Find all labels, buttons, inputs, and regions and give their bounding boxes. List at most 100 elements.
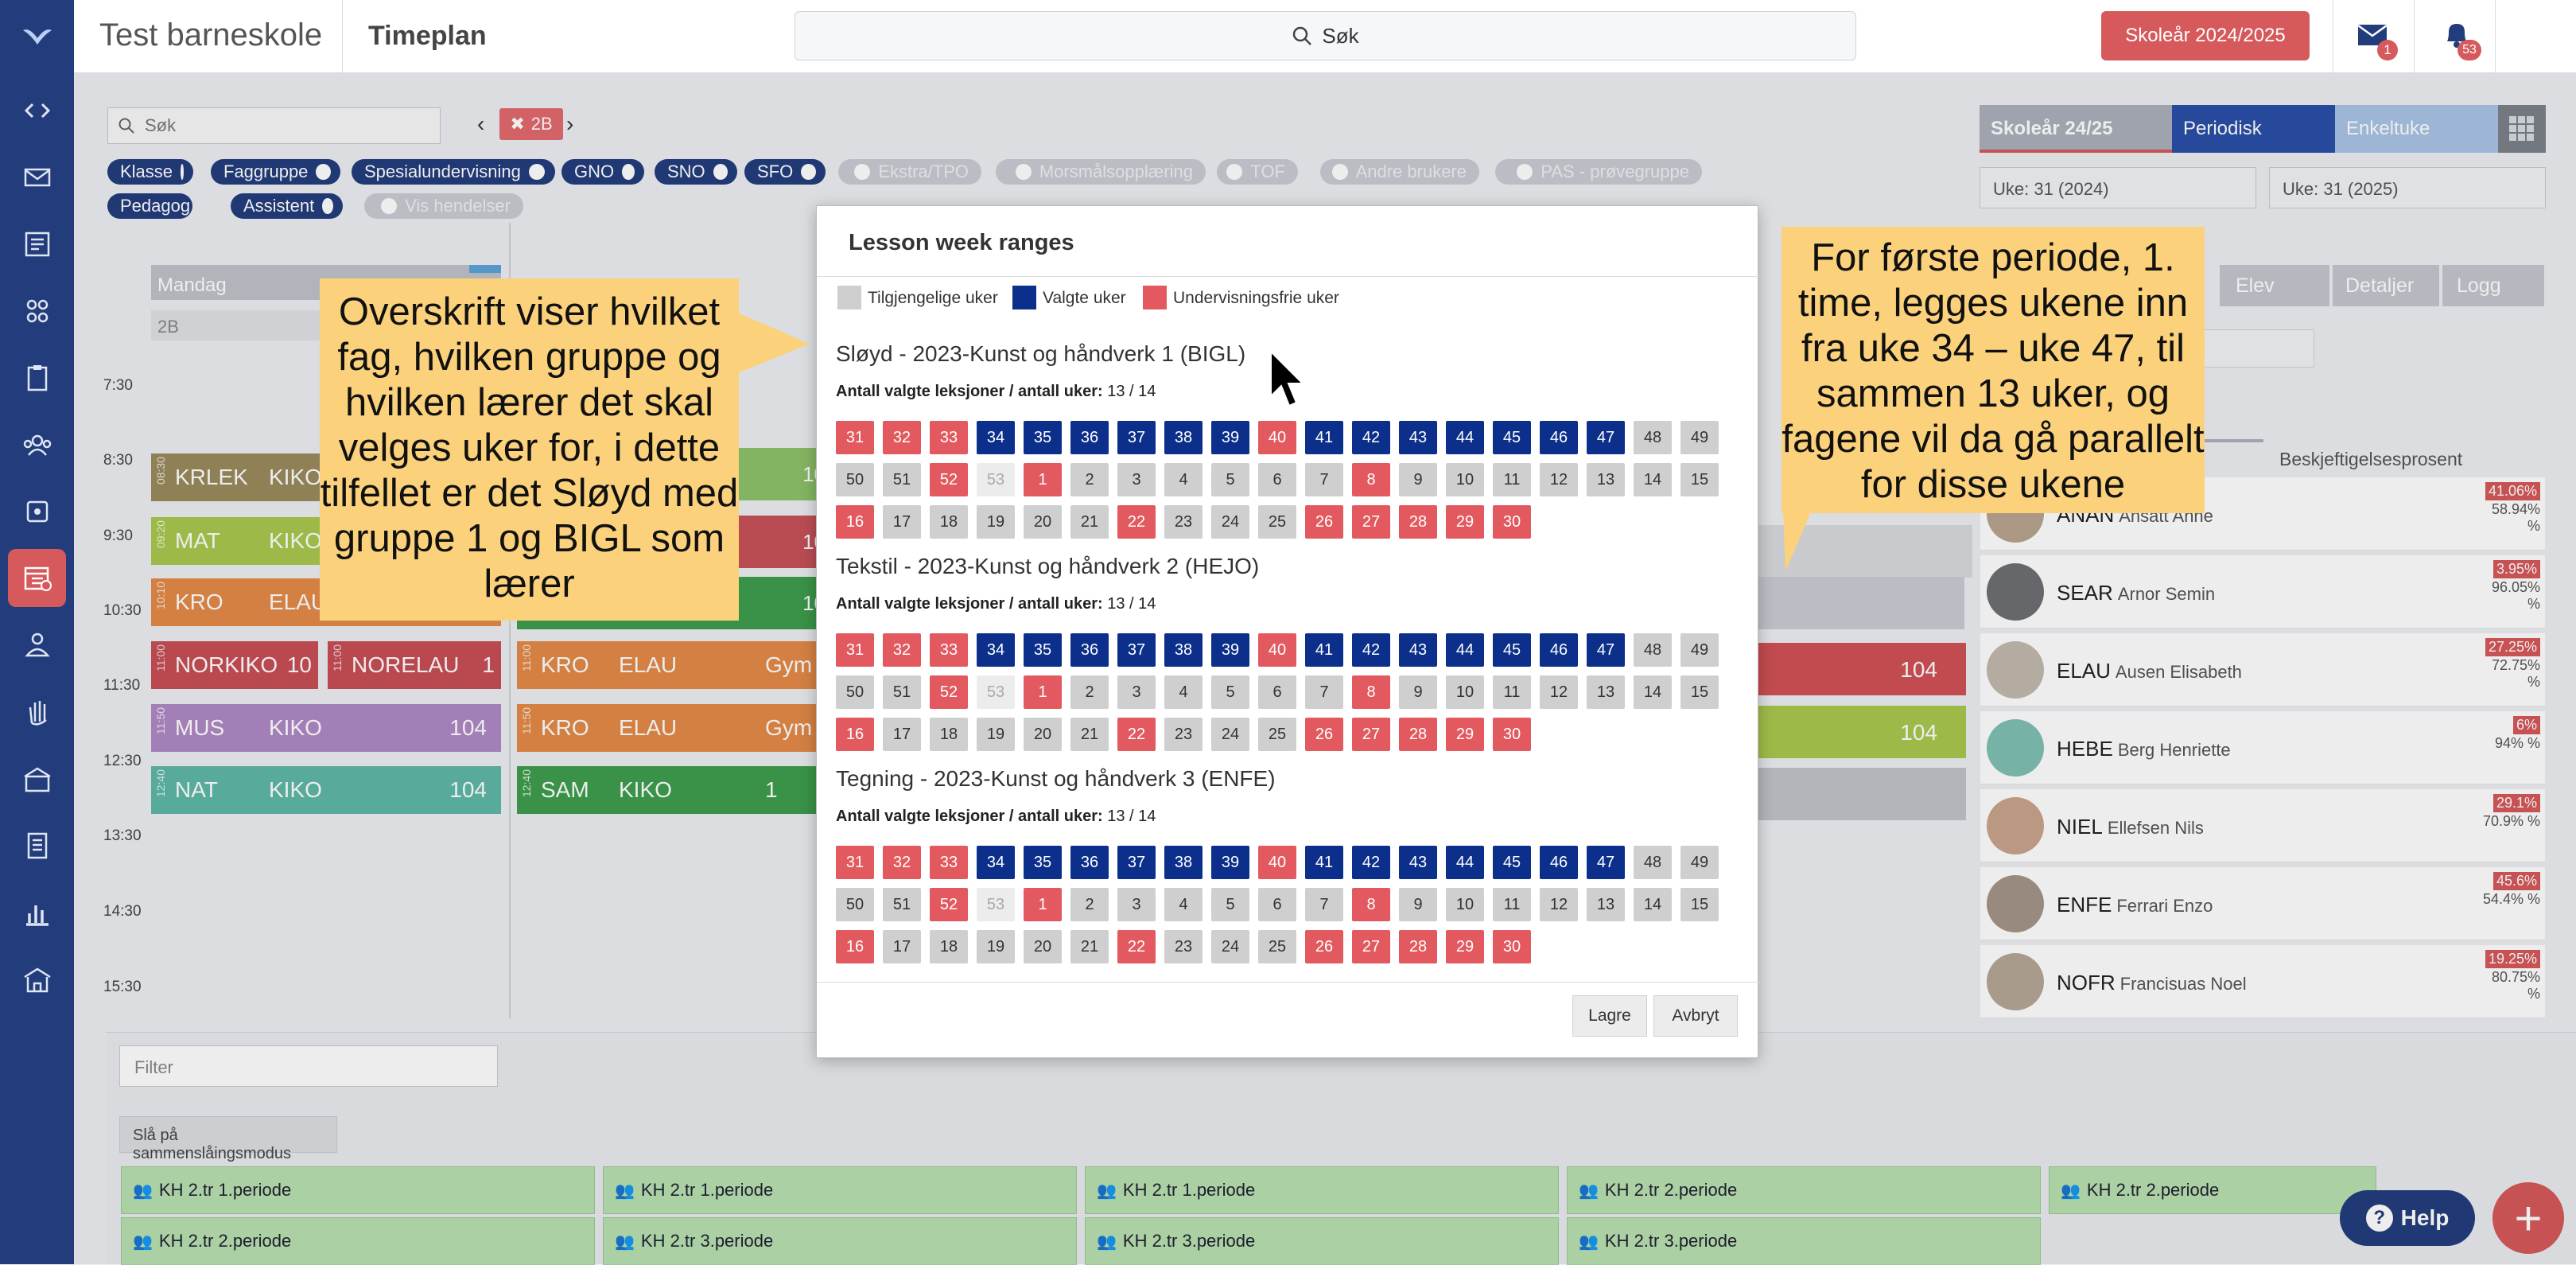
- week-47[interactable]: 47: [1587, 633, 1625, 667]
- stats-icon[interactable]: [21, 896, 54, 929]
- week-3[interactable]: 3: [1117, 675, 1156, 709]
- week-45[interactable]: 45: [1493, 633, 1531, 667]
- teacher-row[interactable]: HEBE Berg Henriette 6% 94% %: [1980, 711, 2545, 784]
- week-46[interactable]: 46: [1540, 633, 1578, 667]
- week-1[interactable]: 1: [1024, 463, 1062, 496]
- course-cell[interactable]: 👥 KH 2.tr 2.periode: [2049, 1166, 2376, 1214]
- week-8[interactable]: 8: [1352, 888, 1390, 921]
- filter-chip-klasse[interactable]: Klasse: [107, 159, 193, 185]
- week-35[interactable]: 35: [1024, 633, 1062, 667]
- week-15[interactable]: 15: [1680, 463, 1719, 496]
- building-icon[interactable]: [21, 762, 54, 796]
- filter-search-input[interactable]: Søk: [107, 107, 441, 144]
- week-18[interactable]: 18: [930, 505, 968, 539]
- filter-chip-sno[interactable]: SNO: [655, 159, 737, 185]
- global-search[interactable]: Søk: [795, 11, 1856, 60]
- week-31[interactable]: 31: [836, 633, 874, 667]
- week-14[interactable]: 14: [1634, 888, 1672, 921]
- week-12[interactable]: 12: [1540, 463, 1578, 496]
- week-23[interactable]: 23: [1164, 930, 1203, 963]
- news-icon[interactable]: [21, 228, 54, 261]
- week-3[interactable]: 3: [1117, 888, 1156, 921]
- week-to-input[interactable]: Uke: 31 (2025): [2269, 167, 2546, 208]
- week-43[interactable]: 43: [1399, 633, 1437, 667]
- week-51[interactable]: 51: [883, 463, 921, 496]
- week-12[interactable]: 12: [1540, 675, 1578, 709]
- teacher-row[interactable]: NOFR Francisuas Noel 19.25% 80.75% %: [1980, 945, 2545, 1018]
- week-37[interactable]: 37: [1117, 846, 1156, 879]
- week-2[interactable]: 2: [1070, 888, 1109, 921]
- week-39[interactable]: 39: [1211, 633, 1249, 667]
- week-47[interactable]: 47: [1587, 421, 1625, 454]
- week-16[interactable]: 16: [836, 505, 874, 539]
- filter-chip-pas-prøvegruppe[interactable]: PAS - prøvegruppe: [1495, 159, 1702, 185]
- course-cell[interactable]: 👥 KH 2.tr 2.periode: [1567, 1166, 2041, 1214]
- chevron-left-icon[interactable]: ‹: [477, 111, 485, 136]
- week-27[interactable]: 27: [1352, 505, 1390, 539]
- week-5[interactable]: 5: [1211, 888, 1249, 921]
- week-18[interactable]: 18: [930, 718, 968, 751]
- logo-icon[interactable]: [21, 19, 54, 53]
- clipboard-icon[interactable]: [21, 361, 54, 395]
- week-5[interactable]: 5: [1211, 463, 1249, 496]
- week-24[interactable]: 24: [1211, 718, 1249, 751]
- document-icon[interactable]: [21, 829, 54, 862]
- add-icon[interactable]: +: [2492, 1182, 2564, 1254]
- week-23[interactable]: 23: [1164, 505, 1203, 539]
- filter-chip-faggruppe[interactable]: Faggruppe: [211, 159, 340, 185]
- week-4[interactable]: 4: [1164, 463, 1203, 496]
- week-45[interactable]: 45: [1493, 421, 1531, 454]
- week-37[interactable]: 37: [1117, 421, 1156, 454]
- week-35[interactable]: 35: [1024, 421, 1062, 454]
- course-cell[interactable]: 👥 KH 2.tr 3.periode: [1567, 1217, 2041, 1265]
- week-21[interactable]: 21: [1070, 505, 1109, 539]
- week-41[interactable]: 41: [1305, 421, 1343, 454]
- week-6[interactable]: 6: [1258, 888, 1296, 921]
- teacher-row[interactable]: NIEL Ellefsen Nils 29.1% 70.9% %: [1980, 789, 2545, 862]
- tab-single-week[interactable]: Enkeltuke: [2335, 105, 2498, 153]
- week-17[interactable]: 17: [883, 505, 921, 539]
- week-43[interactable]: 43: [1399, 421, 1437, 454]
- week-46[interactable]: 46: [1540, 421, 1578, 454]
- course-cell[interactable]: 👥 KH 2.tr 3.periode: [1085, 1217, 1559, 1265]
- week-11[interactable]: 11: [1493, 675, 1531, 709]
- week-53[interactable]: 53: [977, 463, 1015, 496]
- filter-chip-ekstra-tpo[interactable]: Ekstra/TPO: [838, 159, 981, 185]
- week-40[interactable]: 40: [1258, 633, 1296, 667]
- week-47[interactable]: 47: [1587, 846, 1625, 879]
- week-36[interactable]: 36: [1070, 421, 1109, 454]
- week-21[interactable]: 21: [1070, 930, 1109, 963]
- week-28[interactable]: 28: [1399, 930, 1437, 963]
- week-38[interactable]: 38: [1164, 846, 1203, 879]
- week-11[interactable]: 11: [1493, 888, 1531, 921]
- week-25[interactable]: 25: [1258, 930, 1296, 963]
- course-cell[interactable]: 👥 KH 2.tr 1.periode: [603, 1166, 1077, 1214]
- week-53[interactable]: 53: [977, 675, 1015, 709]
- week-45[interactable]: 45: [1493, 846, 1531, 879]
- week-16[interactable]: 16: [836, 930, 874, 963]
- week-37[interactable]: 37: [1117, 633, 1156, 667]
- week-26[interactable]: 26: [1305, 505, 1343, 539]
- week-7[interactable]: 7: [1305, 675, 1343, 709]
- week-50[interactable]: 50: [836, 463, 874, 496]
- week-48[interactable]: 48: [1634, 421, 1672, 454]
- week-36[interactable]: 36: [1070, 633, 1109, 667]
- filter-chip-sfo[interactable]: SFO: [744, 159, 826, 185]
- course-cell[interactable]: 👥 KH 2.tr 2.periode: [121, 1217, 595, 1265]
- week-7[interactable]: 7: [1305, 463, 1343, 496]
- filter-chip-pedagog[interactable]: Pedagog: [107, 193, 192, 219]
- week-27[interactable]: 27: [1352, 718, 1390, 751]
- mail-icon[interactable]: [21, 161, 54, 194]
- week-4[interactable]: 4: [1164, 675, 1203, 709]
- week-52[interactable]: 52: [930, 675, 968, 709]
- teacher-row[interactable]: SEAR Arnor Semin 3.95% 96.05% %: [1980, 555, 2545, 629]
- week-12[interactable]: 12: [1540, 888, 1578, 921]
- groups-icon[interactable]: [21, 294, 54, 328]
- week-14[interactable]: 14: [1634, 675, 1672, 709]
- week-19[interactable]: 19: [977, 505, 1015, 539]
- week-43[interactable]: 43: [1399, 846, 1437, 879]
- week-48[interactable]: 48: [1634, 633, 1672, 667]
- week-16[interactable]: 16: [836, 718, 874, 751]
- lesson-block[interactable]: 11:00 NORELAU 1: [328, 641, 501, 689]
- week-50[interactable]: 50: [836, 888, 874, 921]
